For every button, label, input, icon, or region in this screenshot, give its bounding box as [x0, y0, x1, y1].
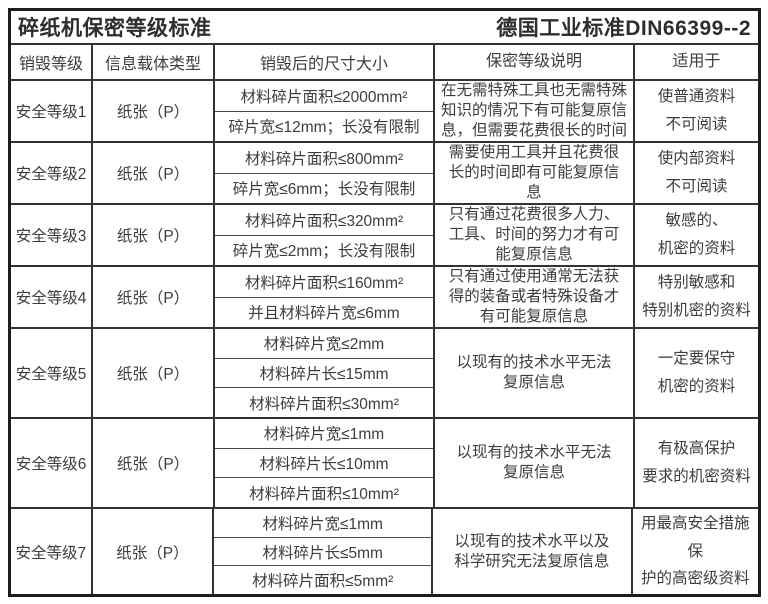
cell-description: 在无需特殊工具也无需特殊 知识的情况下有可能复原信 息，但需要花费很长的时间 [435, 81, 635, 141]
size-line: 碎片宽≤6mm；长没有限制 [232, 181, 416, 199]
column-header-destroy-level: 销毁等级 [11, 45, 93, 79]
size-line: 材料碎片面积≤30mm² [249, 395, 399, 413]
cell-sizes: 材料碎片面积≤160mm² 并且材料碎片宽≤6mm [215, 267, 435, 327]
table-row-level-1: 安全等级1 纸张（P） 材料碎片面积≤2000mm² 碎片宽≤12mm；长没有限… [11, 81, 758, 143]
cell-use: 用最高安全措施保 护的高密级资料 [640, 514, 750, 588]
cell-description: 以现有的技术水平无法 复原信息 [435, 329, 635, 417]
cell-media: 纸张（P） [93, 205, 215, 265]
size-line: 材料碎片面积≤320mm² [215, 205, 433, 236]
table-row-level-4: 安全等级4 纸张（P） 材料碎片面积≤160mm² 并且材料碎片宽≤6mm 只有… [11, 267, 758, 329]
size-line: 材料碎片宽≤2mm [215, 329, 433, 359]
cell-level: 安全等级4 [11, 267, 93, 327]
cell-media: 纸张（P） [93, 81, 215, 141]
cell-level: 安全等级7 [11, 509, 93, 594]
size-line: 材料碎片面积≤5mm² [252, 573, 394, 591]
size-line: 材料碎片长≤5mm [214, 538, 432, 567]
cell-sizes: 材料碎片宽≤2mm 材料碎片长≤15mm 材料碎片面积≤30mm² [215, 329, 435, 417]
cell-use: 一定要保守 机密的资料 [657, 350, 736, 395]
cell-media: 纸张（P） [93, 329, 215, 417]
cell-description: 以现有的技术水平无法 复原信息 [435, 419, 635, 507]
cell-media: 纸张（P） [93, 143, 215, 203]
column-header-size-after: 销毁后的尺寸大小 [215, 45, 435, 79]
size-line: 材料碎片面积≤2000mm² [215, 81, 433, 112]
table-header-row: 销毁等级 信息载体类型 销毁后的尺寸大小 保密等级说明 适用于 [11, 45, 758, 81]
size-line: 材料碎片长≤15mm [215, 359, 433, 389]
cell-media: 纸张（P） [93, 509, 215, 594]
title-bar: 碎纸机保密等级标准 德国工业标准DIN66399--2 [11, 11, 758, 45]
cell-level: 安全等级5 [11, 329, 93, 417]
cell-sizes: 材料碎片面积≤800mm² 碎片宽≤6mm；长没有限制 [215, 143, 435, 203]
cell-use: 使普通资料 不可阅读 [657, 88, 736, 133]
cell-level: 安全等级2 [11, 143, 93, 203]
size-line: 材料碎片面积≤800mm² [215, 143, 433, 174]
cell-media: 纸张（P） [93, 419, 215, 507]
page-title: 碎纸机保密等级标准 [18, 17, 212, 40]
size-line: 碎片宽≤12mm；长没有限制 [228, 119, 420, 137]
size-line: 并且材料碎片宽≤6mm [248, 305, 400, 323]
size-line: 材料碎片宽≤1mm [215, 419, 433, 449]
table-row-level-7: 安全等级7 纸张（P） 材料碎片宽≤1mm 材料碎片长≤5mm 材料碎片面积≤5… [11, 509, 758, 594]
standard-reference: 德国工业标准DIN66399--2 [496, 17, 751, 40]
size-line: 材料碎片面积≤10mm² [249, 485, 399, 503]
cell-level: 安全等级1 [11, 81, 93, 141]
table-row-level-2: 安全等级2 纸张（P） 材料碎片面积≤800mm² 碎片宽≤6mm；长没有限制 … [11, 143, 758, 205]
cell-sizes: 材料碎片宽≤1mm 材料碎片长≤5mm 材料碎片面积≤5mm² [214, 509, 434, 594]
column-header-size-after-label: 销毁后的尺寸大小 [259, 56, 388, 73]
cell-use: 敏感的、 机密的资料 [657, 212, 736, 257]
column-header-applicable: 适用于 [672, 52, 721, 70]
column-header-media-type: 信息载体类型 [93, 45, 215, 79]
cell-level: 安全等级6 [11, 419, 93, 507]
cell-sizes: 材料碎片面积≤2000mm² 碎片宽≤12mm；长没有限制 [215, 81, 435, 141]
column-header-level-description: 保密等级说明 [435, 45, 635, 79]
cell-media: 纸张（P） [93, 267, 215, 327]
table-row-level-6: 安全等级6 纸张（P） 材料碎片宽≤1mm 材料碎片长≤10mm 材料碎片面积≤… [11, 419, 758, 509]
cell-use: 有极高保护 要求的机密资料 [642, 440, 751, 485]
size-line: 材料碎片面积≤160mm² [215, 267, 433, 298]
size-line: 材料碎片长≤10mm [215, 449, 433, 479]
cell-sizes: 材料碎片面积≤320mm² 碎片宽≤2mm；长没有限制 [215, 205, 435, 265]
cell-level: 安全等级3 [11, 205, 93, 265]
cell-use: 特别敏感和 特别机密的资料 [642, 274, 751, 319]
size-line: 材料碎片宽≤1mm [214, 509, 432, 538]
cell-description: 需要使用工具并且花费很 长的时间即有可能复原信 息 [435, 143, 635, 203]
cell-description: 以现有的技术水平以及 科学研究无法复原信息 [433, 509, 633, 594]
cell-use: 使内部资料 不可阅读 [657, 150, 736, 195]
table-row-level-5: 安全等级5 纸张（P） 材料碎片宽≤2mm 材料碎片长≤15mm 材料碎片面积≤… [11, 329, 758, 419]
table-row-level-3: 安全等级3 纸张（P） 材料碎片面积≤320mm² 碎片宽≤2mm；长没有限制 … [11, 205, 758, 267]
security-level-table: 碎纸机保密等级标准 德国工业标准DIN66399--2 销毁等级 信息载体类型 … [8, 8, 761, 597]
cell-sizes: 材料碎片宽≤1mm 材料碎片长≤10mm 材料碎片面积≤10mm² [215, 419, 435, 507]
cell-description: 只有通过使用通常无法获 得的装备或者特殊设备才 有可能复原信息 [435, 267, 635, 327]
size-line: 碎片宽≤2mm；长没有限制 [232, 243, 416, 261]
cell-description: 只有通过花费很多人力、 工具、时间的努力才有可 能复原信息 [435, 205, 635, 265]
